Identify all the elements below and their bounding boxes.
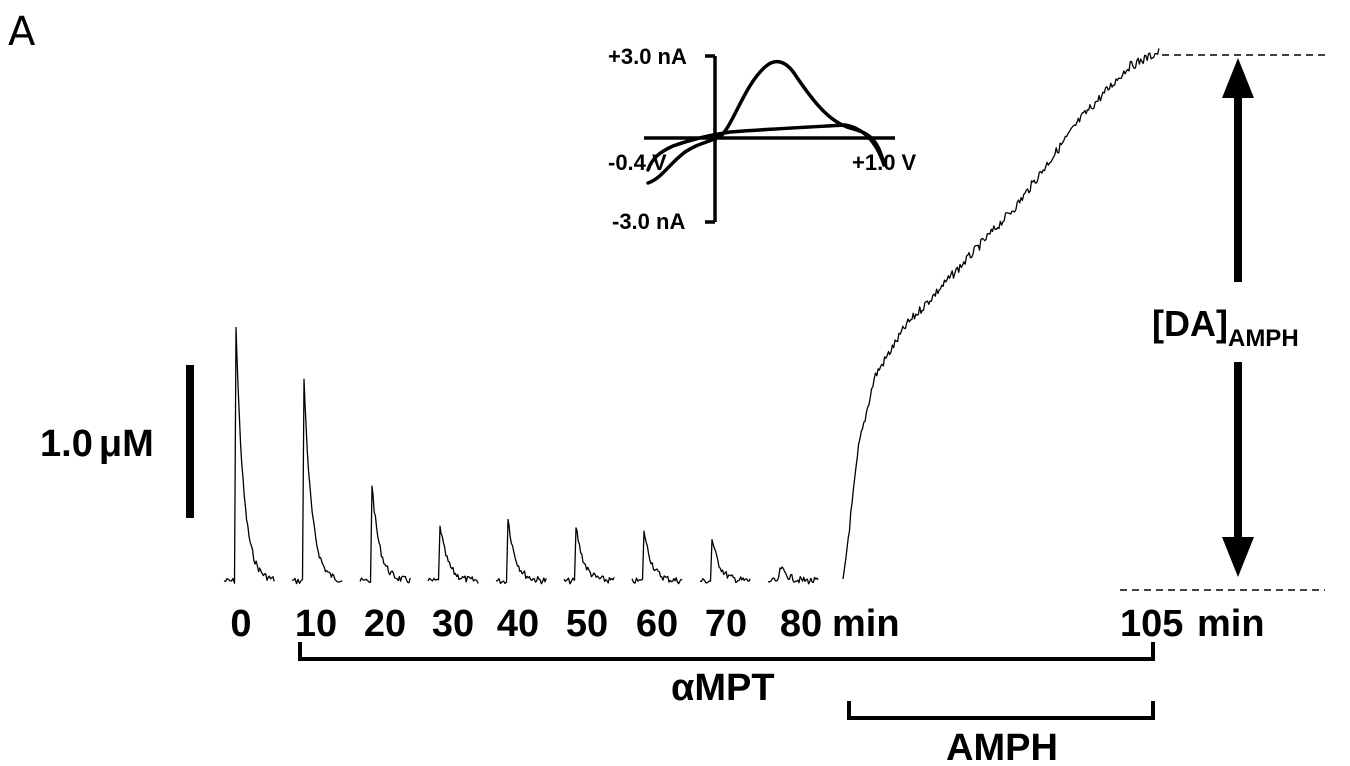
release-trace-0: [223, 326, 275, 584]
end-time-unit-label: min: [1197, 603, 1265, 645]
release-trace-70: [699, 538, 751, 584]
time-label-70: 70: [705, 603, 747, 645]
time-label-10: 10: [295, 603, 337, 645]
inset-voltammogram: +3.0 nA -3.0 nA -0.4 V +1.0 V: [608, 44, 917, 234]
release-trace-20: [359, 485, 411, 584]
time-label-60: 60: [636, 603, 678, 645]
inset-y-top-label: +3.0 nA: [608, 44, 687, 69]
arrow-head-down: [1222, 537, 1254, 577]
release-trace-40: [495, 518, 547, 585]
end-time-label: 105: [1120, 603, 1183, 645]
scale-bar-label: 1.0 μM: [40, 423, 154, 465]
release-traces: [223, 326, 819, 585]
amph-label: AMPH: [946, 727, 1058, 766]
release-trace-50: [563, 527, 615, 585]
amph-level-label: [DA]AMPH: [1152, 303, 1299, 352]
ampt-label: αMPT: [671, 667, 775, 709]
release-trace-60: [631, 530, 683, 585]
inset-y-bottom-label: -3.0 nA: [612, 209, 685, 234]
amph-dopamine-trace: [842, 48, 1160, 580]
release-trace-10: [292, 378, 343, 585]
time-unit-label: min: [832, 603, 900, 645]
time-label-0: 0: [230, 603, 251, 645]
time-label-20: 20: [364, 603, 406, 645]
release-trace-80: [767, 566, 819, 585]
inset-x-right-label: +1.0 V: [852, 150, 917, 175]
arrow-head-up: [1222, 58, 1254, 98]
time-label-30: 30: [432, 603, 474, 645]
time-label-80: 80: [780, 603, 822, 645]
panel-letter: A: [8, 9, 36, 55]
time-label-50: 50: [566, 603, 608, 645]
time-labels: 0 10 20 30 40 50 60 70 80: [230, 603, 822, 645]
inset-cv-curve: [646, 59, 886, 185]
time-label-40: 40: [497, 603, 539, 645]
amph-bracket: [847, 701, 1155, 720]
ampt-bracket: [298, 642, 1155, 661]
release-trace-30: [427, 525, 479, 584]
amph-level-arrow: [1222, 58, 1254, 577]
inset-x-left-label: -0.4 V: [608, 150, 667, 175]
